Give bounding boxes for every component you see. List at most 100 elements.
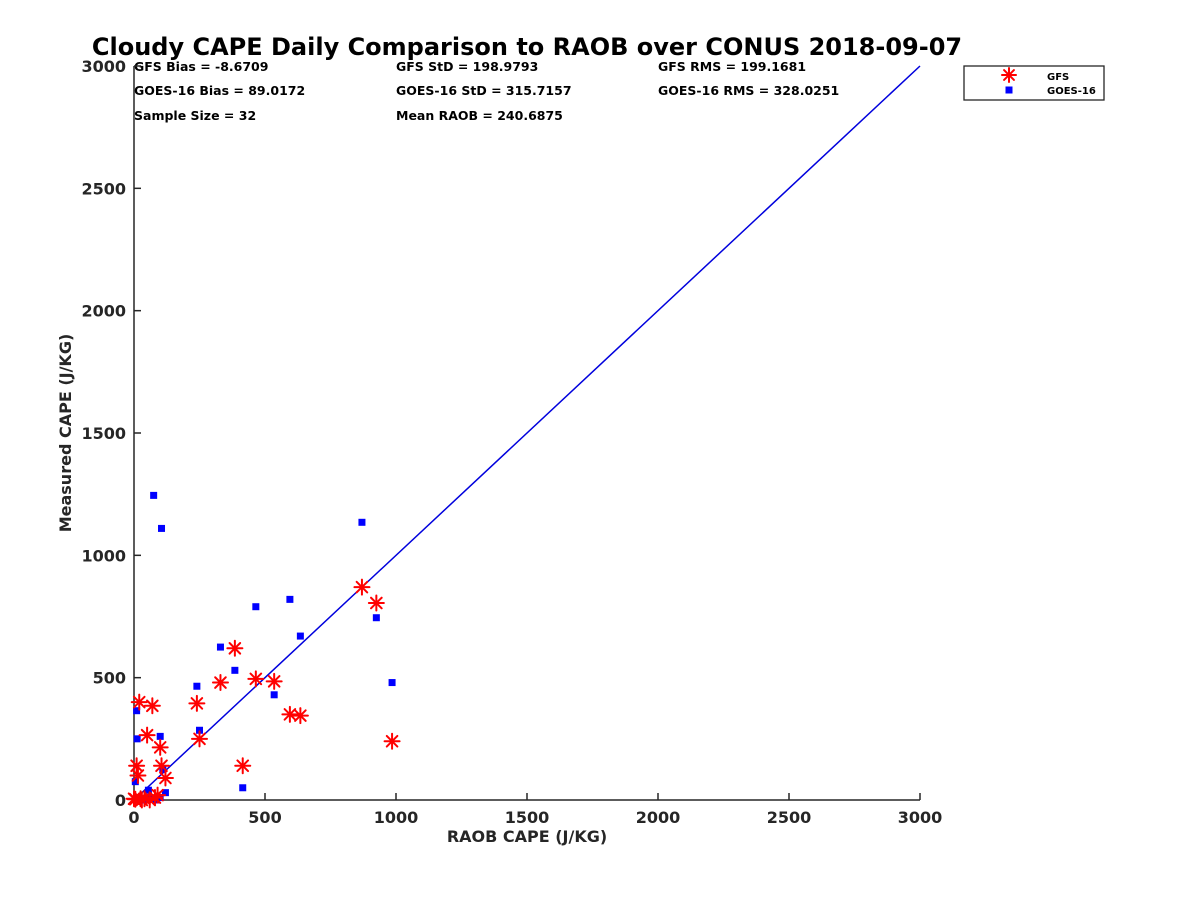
point-gfs-stroke <box>267 675 281 688</box>
point-gfs <box>281 705 299 723</box>
stat-gfs-rms: GFS RMS = 199.1681 <box>658 59 806 74</box>
point-gfs-stroke <box>249 672 263 686</box>
point-goes-16 <box>144 786 152 794</box>
point-gfs <box>143 697 161 715</box>
x-tick-label: 3000 <box>898 808 943 827</box>
point-gfs-stroke <box>155 759 168 773</box>
legend: GFS GOES-16 <box>963 65 1105 101</box>
x-axis-label: RAOB CAPE (J/KG) <box>447 827 607 846</box>
point-goes-16 <box>296 632 304 640</box>
reference-line <box>133 65 921 801</box>
point-gfs-stroke <box>355 580 369 594</box>
point-goes-16 <box>156 732 164 740</box>
point-goes-16 <box>216 643 224 651</box>
y-tick-label: 2000 <box>81 302 126 321</box>
point-gfs <box>138 726 156 744</box>
legend-label-goes-16: GOES-16 <box>1047 86 1096 97</box>
point-goes-16 <box>159 765 167 773</box>
point-gfs-stroke <box>283 708 297 721</box>
point-goes-16 <box>239 784 247 792</box>
x-tick-label: 2000 <box>636 808 681 827</box>
point-gfs <box>367 594 385 612</box>
point-goes-16 <box>193 682 201 690</box>
x-tick-label: 0 <box>128 808 139 827</box>
chart-title: Cloudy CAPE Daily Comparison to RAOB ove… <box>92 33 962 61</box>
legend-box <box>963 65 1105 101</box>
point-goes-16 <box>358 518 366 526</box>
point-gfs-stroke <box>131 769 145 782</box>
point-gfs <box>191 730 208 748</box>
point-gfs-stroke <box>151 788 164 802</box>
point-gfs-stroke <box>146 699 159 713</box>
point-gfs <box>211 674 229 692</box>
x-tick-label: 1000 <box>374 808 419 827</box>
y-tick-label: 1500 <box>81 424 126 443</box>
point-gfs <box>353 578 371 596</box>
point-gfs <box>265 672 283 690</box>
y-tick-label: 1000 <box>81 546 126 565</box>
legend-symbol-gfs-stroke <box>1003 69 1015 81</box>
point-goes-16 <box>231 666 239 674</box>
point-gfs-stroke <box>138 792 151 806</box>
x-tick-label: 1500 <box>505 808 550 827</box>
point-goes-16 <box>270 691 278 699</box>
stat-gfs-std: GFS StD = 198.9793 <box>396 59 538 74</box>
point-gfs <box>226 639 244 657</box>
point-goes-16 <box>196 726 203 734</box>
point-gfs-stroke <box>385 734 399 748</box>
point-gfs-stroke <box>153 741 167 754</box>
point-gfs-stroke <box>159 771 172 785</box>
point-gfs <box>291 707 309 725</box>
point-gfs <box>383 732 401 750</box>
stat-goes-rms: GOES-16 RMS = 328.0251 <box>658 83 839 98</box>
point-gfs <box>149 786 167 804</box>
stat-goes-bias: GOES-16 Bias = 89.0172 <box>134 83 305 98</box>
y-tick-label: 3000 <box>81 57 126 76</box>
point-goes-16 <box>133 735 141 743</box>
point-gfs-stroke <box>130 759 143 773</box>
point-gfs-stroke <box>190 697 204 710</box>
data-marks <box>125 491 401 809</box>
point-goes-16 <box>372 614 380 622</box>
point-gfs-stroke <box>294 709 307 722</box>
point-goes-16 <box>158 524 166 532</box>
legend-symbol-gfs <box>1001 67 1017 83</box>
point-goes-16 <box>286 595 294 603</box>
point-gfs <box>188 694 206 712</box>
point-goes-16 <box>133 707 141 715</box>
y-tick-label: 0 <box>115 791 126 810</box>
point-gfs <box>130 693 148 711</box>
point-goes-16 <box>131 778 139 786</box>
point-gfs <box>153 757 171 775</box>
stat-mean-raob: Mean RAOB = 240.6875 <box>396 108 563 123</box>
point-gfs <box>156 769 174 787</box>
point-gfs <box>128 757 146 775</box>
point-goes-16 <box>252 603 260 611</box>
legend-label-gfs: GFS <box>1047 72 1069 83</box>
x-ticks: 0 500 1000 1500 2000 2500 3000 <box>128 793 942 827</box>
point-gfs-stroke <box>140 728 154 742</box>
stat-gfs-bias: GFS Bias = -8.6709 <box>134 59 268 74</box>
point-gfs <box>151 738 169 756</box>
one-to-one-line <box>133 65 921 801</box>
legend-marker-goes-16 <box>1005 86 1013 94</box>
point-gfs-stroke <box>228 642 242 655</box>
point-gfs-stroke <box>214 676 227 689</box>
x-tick-label: 500 <box>248 808 281 827</box>
y-tick-label: 500 <box>93 669 126 688</box>
stats-block: GFS Bias = -8.6709 GFS StD = 198.9793 GF… <box>134 59 839 123</box>
point-gfs-stroke <box>132 695 146 709</box>
legend-symbol-goes-16 <box>1005 86 1013 94</box>
y-tick-label: 2500 <box>81 179 126 198</box>
point-gfs <box>234 757 252 775</box>
stat-goes-std: GOES-16 StD = 315.7157 <box>396 83 572 98</box>
point-goes-16 <box>388 679 396 687</box>
point-gfs <box>247 670 265 688</box>
point-goes-16 <box>150 491 158 499</box>
legend-marker-gfs <box>1001 67 1017 83</box>
point-gfs-stroke <box>236 759 250 773</box>
point-gfs-stroke <box>370 596 383 610</box>
y-axis-label: Measured CAPE (J/KG) <box>56 334 75 533</box>
